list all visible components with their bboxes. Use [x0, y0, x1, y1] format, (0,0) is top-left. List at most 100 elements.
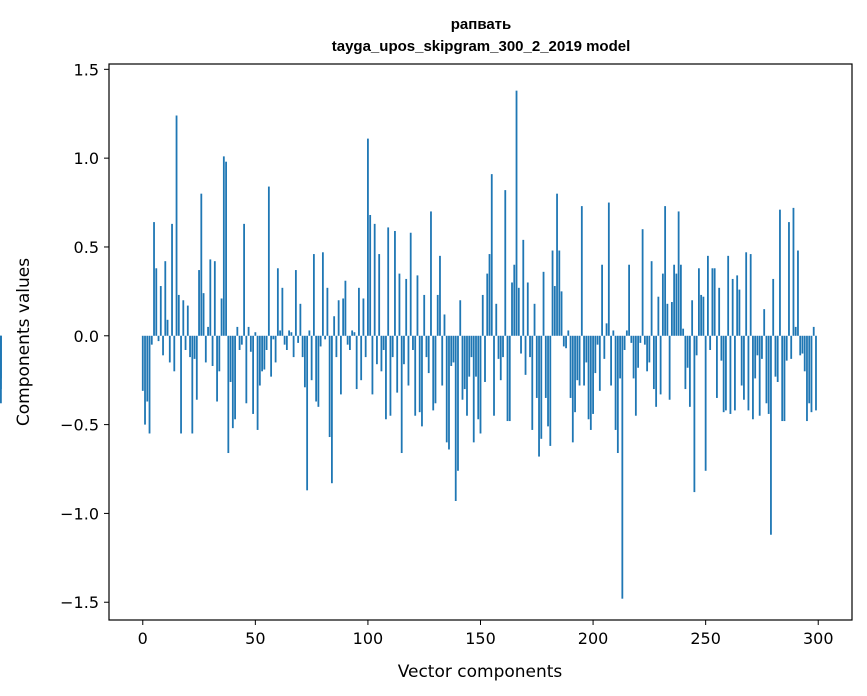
bar — [533, 303, 536, 336]
bar — [655, 335, 658, 407]
bar — [299, 303, 302, 336]
bar — [364, 335, 367, 358]
bar — [625, 330, 628, 336]
bar — [146, 335, 149, 402]
bar — [774, 335, 777, 377]
bar — [634, 335, 637, 416]
bar — [371, 335, 374, 395]
bar — [229, 335, 232, 382]
x-tick-label: 100 — [353, 629, 384, 648]
bar — [675, 273, 678, 336]
bar — [738, 289, 741, 336]
bar — [700, 294, 703, 336]
x-tick-label: 0 — [138, 629, 148, 648]
bar — [707, 255, 709, 336]
bar — [191, 335, 194, 434]
bar — [182, 300, 185, 336]
bar — [797, 250, 799, 336]
bar — [430, 211, 432, 336]
bar — [186, 305, 189, 336]
bar — [177, 294, 180, 336]
bar — [202, 293, 205, 336]
bar — [587, 335, 590, 420]
bar — [261, 335, 263, 372]
bar — [245, 335, 248, 404]
bar — [722, 335, 725, 413]
bar — [758, 335, 761, 416]
bar — [513, 264, 516, 336]
bar — [765, 335, 768, 404]
bar — [461, 335, 464, 400]
bar — [326, 287, 329, 336]
bar — [396, 335, 399, 393]
bar — [594, 335, 597, 374]
bar — [657, 296, 660, 336]
bar — [470, 335, 473, 358]
bar — [684, 335, 687, 390]
bar — [452, 335, 455, 363]
bar — [252, 335, 254, 414]
bar — [767, 335, 770, 414]
bar — [652, 335, 655, 390]
bar — [290, 332, 293, 336]
bar — [150, 335, 153, 345]
bar — [317, 335, 320, 407]
bar — [175, 115, 178, 336]
bar — [337, 300, 340, 336]
bar — [493, 335, 495, 416]
bar — [405, 278, 408, 336]
bar — [792, 207, 795, 336]
bar — [423, 294, 426, 336]
bar — [328, 335, 331, 438]
bar — [628, 264, 630, 336]
bar — [475, 335, 477, 377]
bar — [247, 326, 250, 336]
bar — [754, 335, 757, 379]
bar — [688, 335, 691, 407]
bar — [434, 335, 437, 404]
bar — [436, 294, 439, 336]
x-tick-label: 150 — [465, 629, 496, 648]
chart-subtitle: tayga_upos_skipgram_300_2_2019 model — [332, 38, 631, 55]
bar — [589, 335, 592, 430]
bar — [668, 335, 671, 400]
bar — [531, 335, 534, 430]
bar — [321, 252, 324, 336]
bar — [815, 335, 817, 411]
bar — [369, 214, 372, 336]
bar — [567, 330, 570, 336]
bar — [799, 335, 802, 356]
bar — [445, 335, 448, 443]
bar — [709, 335, 712, 350]
bar — [349, 335, 351, 350]
bar — [479, 335, 482, 434]
bar — [153, 222, 155, 336]
x-tick-label: 50 — [245, 629, 265, 648]
bar — [790, 335, 793, 359]
bar — [812, 326, 815, 336]
bar — [220, 298, 223, 336]
bar — [574, 335, 576, 413]
bar — [466, 335, 468, 416]
bar — [164, 261, 167, 336]
x-tick-label: 250 — [690, 629, 721, 648]
bar — [454, 335, 457, 501]
bar — [335, 335, 338, 358]
bar — [551, 250, 554, 336]
bar — [211, 335, 214, 366]
bar — [569, 335, 572, 398]
bar — [231, 335, 234, 429]
bar — [610, 335, 612, 386]
bar — [254, 332, 257, 336]
bar — [693, 335, 696, 493]
bar — [292, 335, 295, 358]
bar — [641, 229, 644, 336]
bar — [571, 335, 574, 443]
bar — [794, 326, 797, 336]
bar — [148, 335, 151, 434]
y-tick-label: −0.5 — [60, 416, 99, 435]
bar — [240, 335, 243, 345]
bar — [752, 335, 754, 420]
y-tick-label: 1.5 — [74, 60, 99, 79]
